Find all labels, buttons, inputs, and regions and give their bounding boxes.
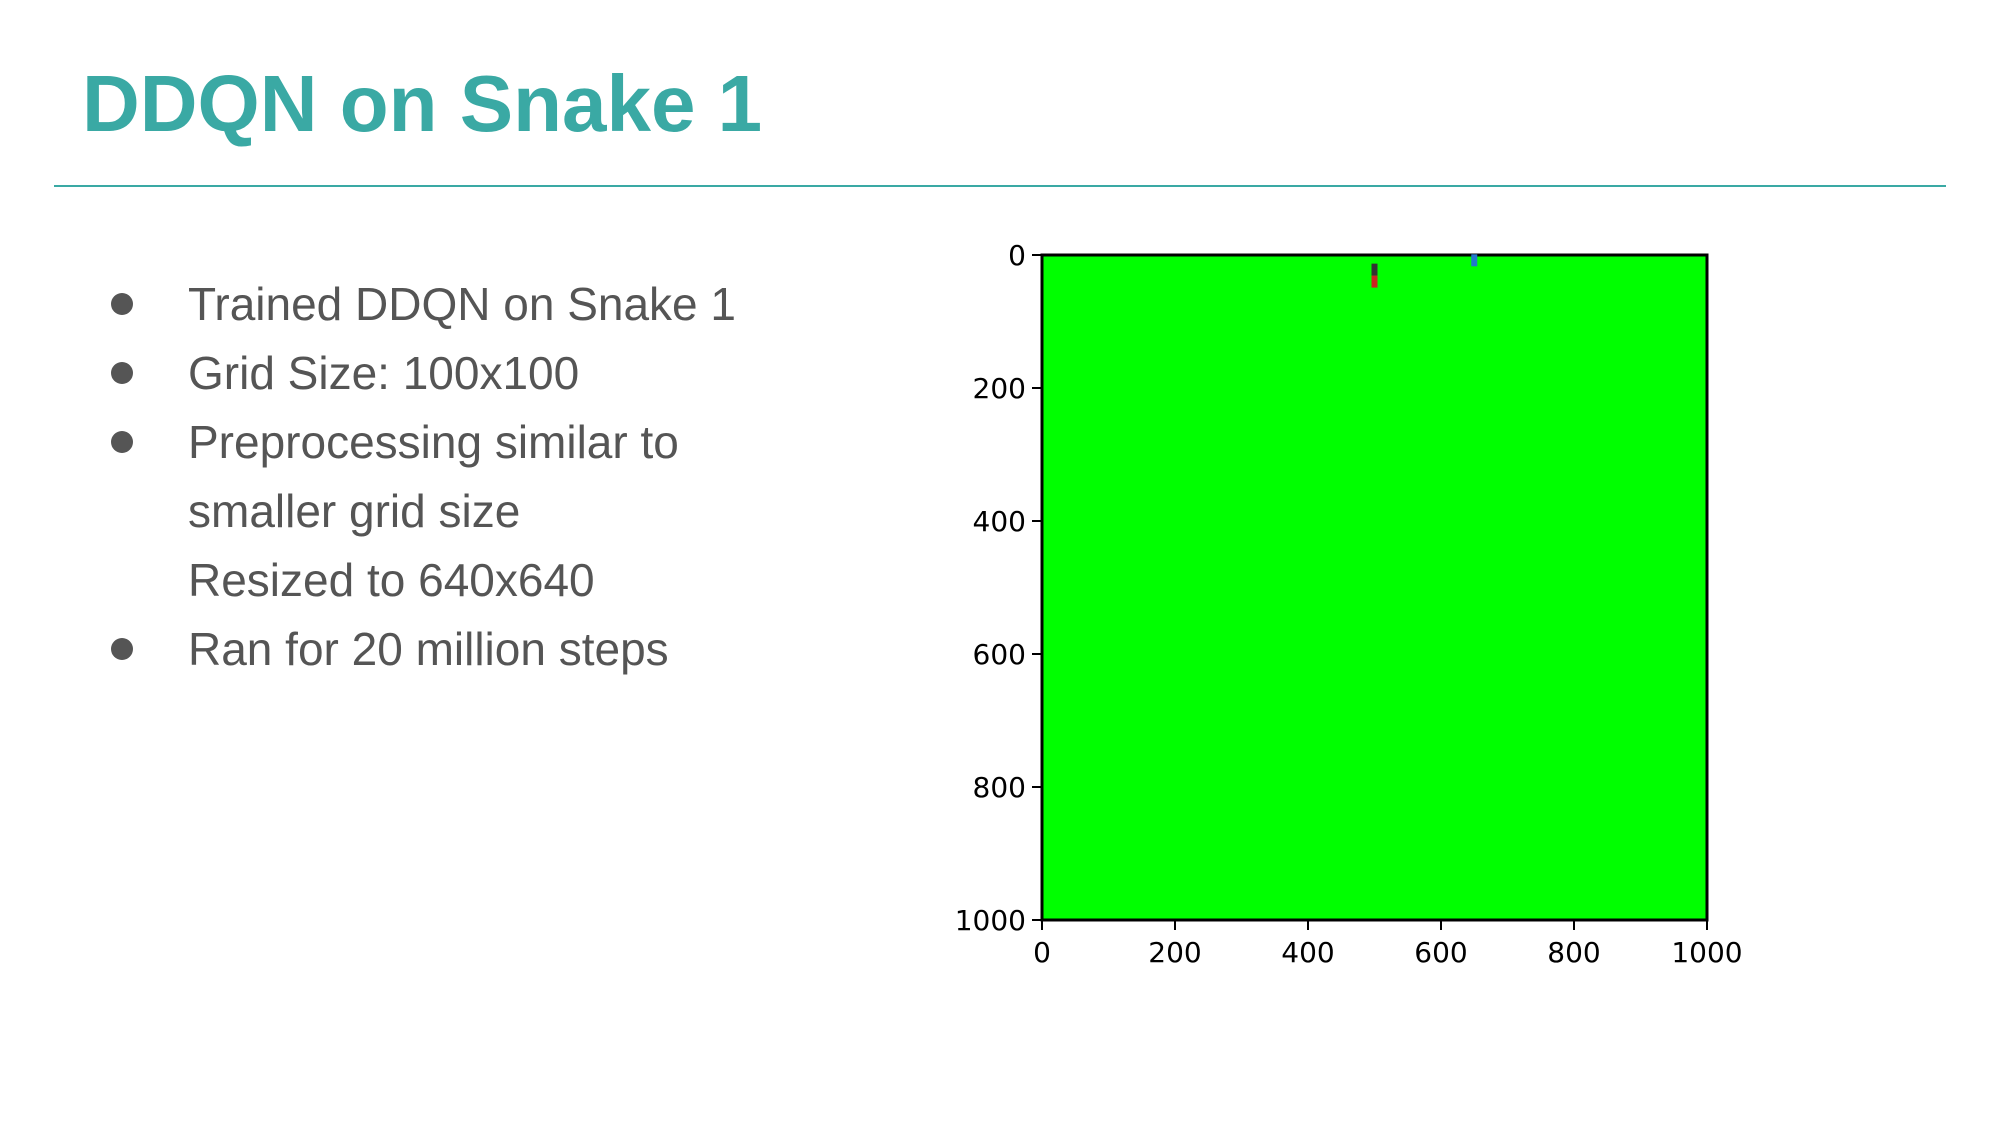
food-marker (1471, 254, 1478, 267)
snake-head-marker (1371, 263, 1378, 276)
y-tick-label: 1000 (955, 904, 1026, 937)
bullet-dot-icon (111, 362, 133, 384)
bullet-dot-icon (111, 638, 133, 660)
y-tick-label: 600 (973, 638, 1026, 671)
y-tick-label: 200 (973, 372, 1026, 405)
bullet-text: Preprocessing similar to (188, 416, 679, 468)
bullet-list: Trained DDQN on Snake 1 Grid Size: 100x1… (108, 270, 928, 684)
bullet-text-continuation: smaller grid size (188, 485, 521, 537)
bullet-text: Grid Size: 100x100 (188, 347, 580, 399)
snake-body-marker (1371, 275, 1378, 288)
y-tick-label: 800 (973, 771, 1026, 804)
game-markers (1371, 254, 1478, 288)
bullet-text: Ran for 20 million steps (188, 623, 669, 675)
bullet-subline: Resized to 640x640 (108, 546, 928, 615)
x-tick-label: 0 (1033, 936, 1051, 969)
slide-title: DDQN on Snake 1 (82, 59, 763, 148)
x-axis: 0 200 400 600 800 1000 (1033, 920, 1743, 969)
bullet-item: Ran for 20 million steps (108, 615, 928, 684)
snake-game-figure: 0 200 400 600 800 1000 0 200 400 600 800 1000 (935, 235, 1755, 1005)
bullet-text: Trained DDQN on Snake 1 (188, 278, 737, 330)
y-axis: 0 200 400 600 800 1000 (955, 239, 1042, 937)
y-tick-label: 0 (1008, 239, 1026, 272)
bullet-dot-icon (111, 431, 133, 453)
y-tick-label: 400 (973, 505, 1026, 538)
game-grid-image (1040, 253, 1709, 922)
bullet-item: Preprocessing similar to smaller grid si… (108, 408, 928, 546)
bullet-dot-icon (111, 293, 133, 315)
x-tick-label: 400 (1281, 936, 1334, 969)
bullet-text: Resized to 640x640 (188, 554, 595, 606)
bullet-item: Trained DDQN on Snake 1 (108, 270, 928, 339)
x-tick-label: 200 (1148, 936, 1201, 969)
title-divider (54, 185, 1946, 187)
game-frame-plot: 0 200 400 600 800 1000 0 200 400 600 800 1000 (955, 239, 1743, 969)
x-tick-label: 600 (1414, 936, 1467, 969)
x-tick-label: 800 (1547, 936, 1600, 969)
x-tick-label: 1000 (1671, 936, 1742, 969)
bullet-item: Grid Size: 100x100 (108, 339, 928, 408)
